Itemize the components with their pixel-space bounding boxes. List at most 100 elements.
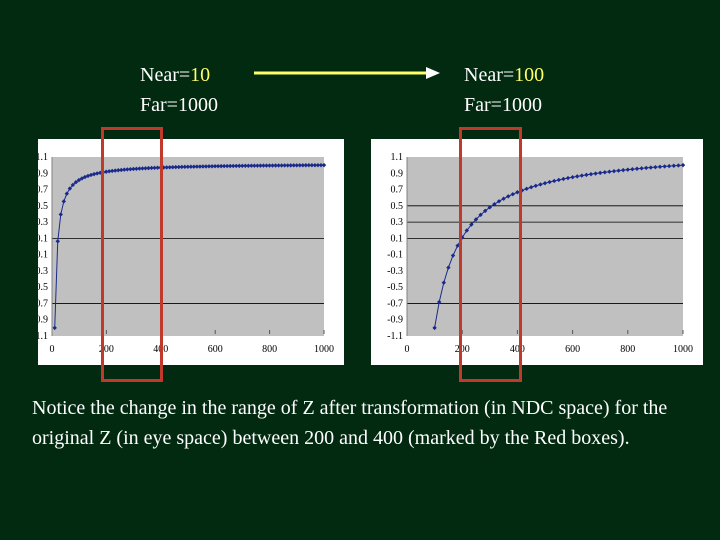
data-point <box>261 163 266 168</box>
data-point <box>437 299 442 305</box>
data-point <box>309 163 315 168</box>
x-tick-label: 0 <box>405 344 410 355</box>
y-tick-label: -0.7 <box>387 298 403 309</box>
data-point <box>221 163 227 169</box>
data-point <box>492 201 497 207</box>
x-tick-label: 800 <box>262 344 277 355</box>
data-point <box>639 166 644 171</box>
data-point <box>140 166 145 171</box>
data-point <box>588 171 594 177</box>
data-point <box>565 175 571 181</box>
plot-area <box>407 157 683 336</box>
data-point <box>300 163 306 168</box>
y-tick-label: -0.5 <box>387 282 403 293</box>
data-point <box>209 164 215 169</box>
y-tick-label: 0.1 <box>391 233 404 244</box>
data-point <box>630 166 635 172</box>
data-point <box>82 174 88 180</box>
left-far-label: Far=1000 <box>140 94 218 116</box>
data-point <box>249 163 254 168</box>
data-point <box>611 168 617 174</box>
data-point <box>312 162 318 168</box>
y-tick-label: -0.3 <box>387 266 403 277</box>
data-point <box>318 162 324 168</box>
data-point <box>224 163 230 169</box>
data-point <box>176 164 181 170</box>
data-point <box>231 163 236 169</box>
data-point <box>496 199 502 204</box>
data-point <box>215 163 221 169</box>
y-tick-label: -0.7 <box>38 298 48 309</box>
y-tick-label: 0.3 <box>38 217 48 228</box>
y-tick-label: 0.1 <box>38 233 48 244</box>
data-point <box>194 164 200 169</box>
data-point <box>501 196 506 201</box>
data-point <box>303 163 309 168</box>
x-tick-label: 600 <box>565 344 580 355</box>
x-tick-label: 0 <box>50 344 55 355</box>
y-tick-label: 0.5 <box>38 201 48 212</box>
data-point <box>203 164 209 169</box>
y-tick-label: -0.5 <box>38 282 48 293</box>
right-near-label: Near=100 <box>464 64 545 86</box>
data-point <box>240 163 245 169</box>
data-point <box>306 163 312 168</box>
data-point <box>170 164 175 170</box>
data-point <box>146 165 151 171</box>
data-point <box>94 171 100 176</box>
data-point <box>291 163 296 168</box>
data-point <box>519 188 525 193</box>
data-point <box>58 212 63 217</box>
y-tick-label: -0.9 <box>387 315 403 326</box>
data-point <box>149 165 154 171</box>
data-point <box>246 163 251 168</box>
data-point <box>131 166 136 172</box>
data-point <box>506 194 511 199</box>
data-point <box>450 253 456 258</box>
plot-area <box>52 157 324 336</box>
data-point <box>119 167 124 173</box>
data-point <box>113 168 118 173</box>
data-point <box>103 169 109 174</box>
x-tick-label: 1000 <box>314 344 334 355</box>
data-point <box>297 163 302 168</box>
data-point <box>432 325 437 331</box>
y-tick-label: -1.1 <box>387 331 403 342</box>
explanation-text: Notice the change in the range of Z afte… <box>32 397 668 449</box>
data-point <box>455 243 460 248</box>
chart-near-10: 1.1 0.9 0.7 0.5 0.3 0.1 -0.1 -0.3 -0.5 -0.7 -0.9 -1… <box>38 139 344 365</box>
y-tick-label: 0.7 <box>391 185 404 196</box>
data-point <box>67 186 73 191</box>
data-point <box>270 163 275 168</box>
data-point <box>288 163 293 168</box>
data-point <box>285 163 290 168</box>
data-point <box>294 163 299 168</box>
right-far-label: Far=1000 <box>464 94 542 116</box>
data-point <box>76 177 82 183</box>
y-tick-label: -0.1 <box>387 250 403 261</box>
data-point <box>70 182 76 188</box>
y-tick-label: -0.3 <box>38 266 48 277</box>
data-point <box>128 166 133 172</box>
data-point <box>483 208 488 214</box>
y-tick-label: 0.5 <box>391 201 404 212</box>
data-point <box>122 167 127 172</box>
chart-near-10-svg: 1.1 0.9 0.7 0.5 0.3 0.1 -0.1 -0.3 -0.5 -0.7 -0.9 -1… <box>38 152 334 355</box>
y-tick-label: 0.9 <box>391 168 404 179</box>
y-tick-label: 0.9 <box>38 168 48 179</box>
data-point <box>321 162 327 168</box>
data-point <box>143 166 148 171</box>
x-tick-label: 400 <box>510 344 525 355</box>
data-point <box>167 165 172 170</box>
data-point <box>264 163 269 168</box>
data-point <box>279 163 284 168</box>
data-point <box>179 164 184 170</box>
chart-near-100: 1.1 0.9 0.7 0.5 0.3 0.1 -0.1 -0.3 -0.5 -0.7 -0.9 -1… <box>371 139 703 365</box>
data-point <box>228 163 233 169</box>
x-tick-label: 1000 <box>673 344 693 355</box>
data-point <box>218 163 224 169</box>
data-point <box>662 164 667 169</box>
y-tick-label: -1.1 <box>38 331 48 342</box>
data-point <box>106 169 112 174</box>
data-point <box>234 163 239 169</box>
